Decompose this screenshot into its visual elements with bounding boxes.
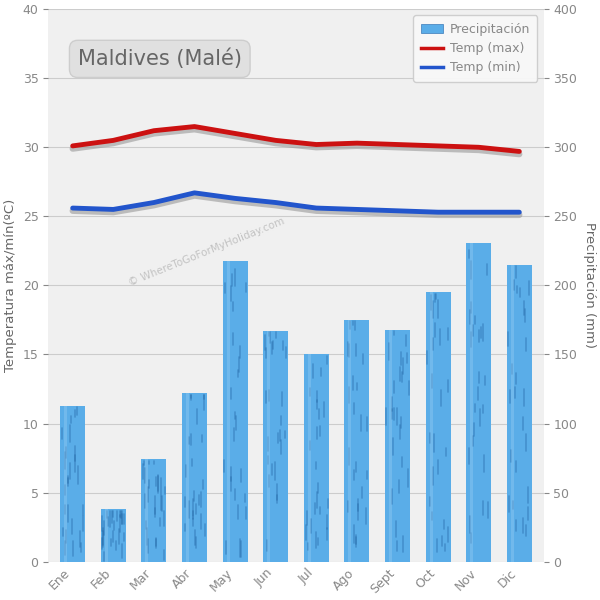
- Bar: [507, 265, 532, 562]
- Bar: [182, 393, 207, 562]
- Bar: [105, 509, 108, 562]
- Bar: [101, 509, 126, 562]
- Bar: [308, 355, 311, 562]
- Bar: [142, 460, 166, 562]
- Bar: [148, 463, 166, 562]
- Bar: [473, 252, 491, 562]
- Bar: [511, 265, 514, 562]
- Bar: [352, 327, 369, 562]
- Bar: [344, 320, 370, 562]
- Bar: [230, 269, 247, 562]
- Bar: [67, 410, 85, 562]
- Text: © WhereToGoForMyHoliday.com: © WhereToGoForMyHoliday.com: [127, 216, 286, 288]
- Legend: Precipitación, Temp (max), Temp (min): Precipitación, Temp (max), Temp (min): [413, 16, 538, 82]
- Bar: [385, 329, 410, 562]
- Bar: [392, 337, 410, 562]
- Y-axis label: Temperatura máx/mín(ºC): Temperatura máx/mín(ºC): [4, 199, 17, 372]
- Bar: [389, 329, 392, 562]
- Bar: [470, 242, 473, 562]
- Bar: [263, 331, 288, 562]
- Bar: [108, 511, 125, 562]
- Bar: [186, 393, 189, 562]
- Bar: [60, 406, 85, 562]
- Text: Maldives (Malé): Maldives (Malé): [78, 49, 242, 69]
- Y-axis label: Precipitación (mm): Precipitación (mm): [583, 223, 596, 349]
- Bar: [223, 260, 248, 562]
- Bar: [270, 338, 288, 562]
- Bar: [267, 331, 270, 562]
- Bar: [514, 274, 532, 562]
- Bar: [64, 406, 67, 562]
- Bar: [189, 398, 206, 562]
- Bar: [433, 301, 450, 562]
- Bar: [227, 260, 230, 562]
- Bar: [311, 361, 328, 562]
- Bar: [425, 292, 451, 562]
- Bar: [466, 242, 491, 562]
- Bar: [349, 320, 352, 562]
- Bar: [430, 292, 433, 562]
- Bar: [304, 355, 329, 562]
- Bar: [145, 460, 148, 562]
